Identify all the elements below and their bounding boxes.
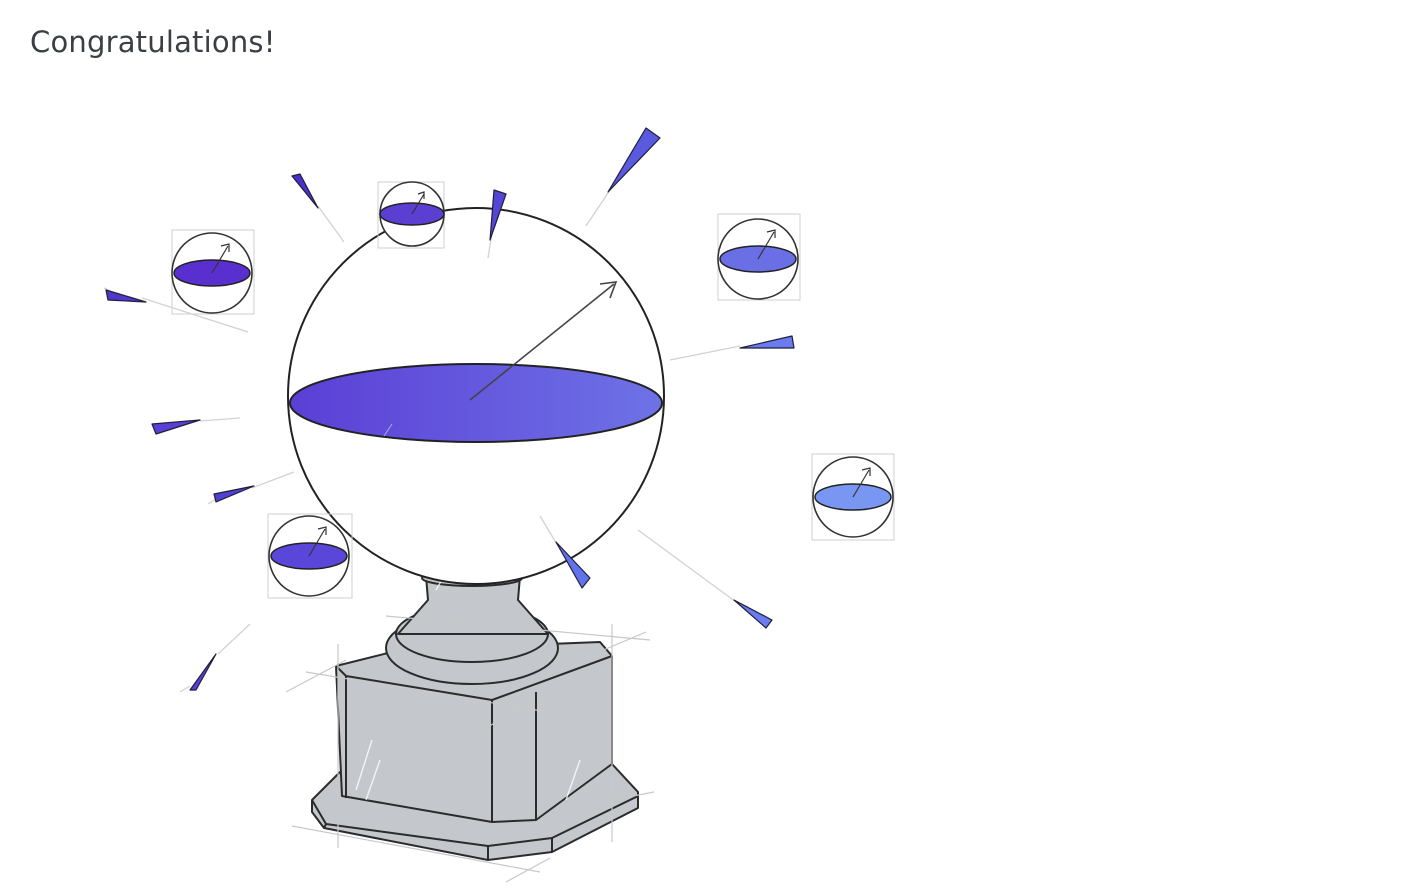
small-sphere-far-right <box>812 454 894 540</box>
small-sphere-right <box>718 214 800 300</box>
trophy-pedestal <box>312 570 638 860</box>
small-sphere-left <box>172 230 254 314</box>
bloch-sphere <box>288 208 664 584</box>
